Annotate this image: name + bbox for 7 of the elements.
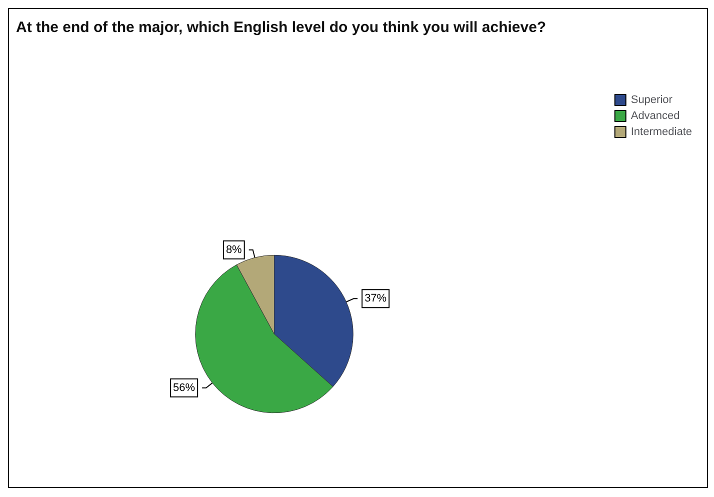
- legend-label: Superior: [630, 94, 673, 106]
- data-label: 8%: [226, 244, 242, 256]
- chart-title: At the end of the major, which English level do you think you will achieve?: [16, 19, 546, 36]
- data-label: 37%: [364, 292, 387, 305]
- legend-label: Advanced: [630, 110, 680, 122]
- data-label: 56%: [173, 382, 196, 394]
- legend-label: Intermediate: [630, 126, 692, 138]
